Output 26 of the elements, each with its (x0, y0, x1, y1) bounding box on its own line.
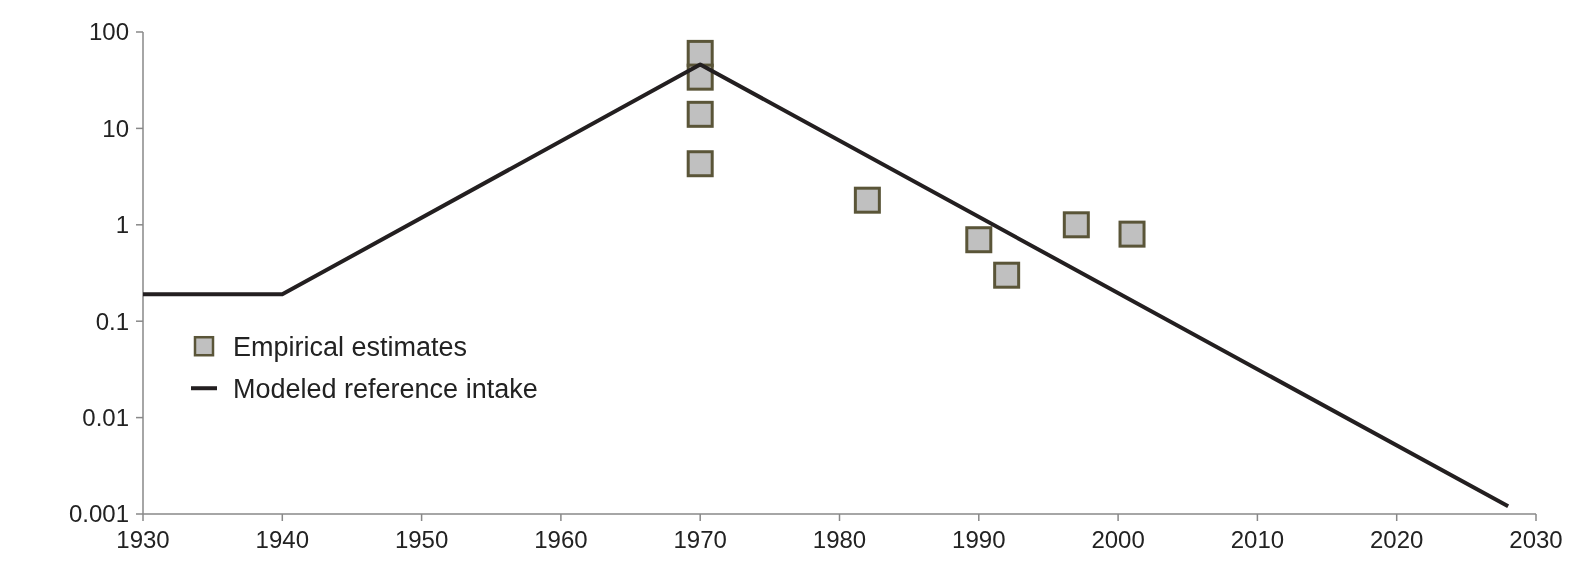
point (965, 226, 993, 254)
x-tick-label: 2010 (1230, 526, 1285, 553)
x-tick-label: 1950 (394, 526, 449, 553)
y-tick-label: 0.1 (95, 307, 129, 335)
point (993, 261, 1021, 289)
point (1062, 211, 1090, 239)
y-tick-label: 0.01 (82, 404, 129, 431)
x-tick-label: 2030 (1509, 526, 1563, 553)
y-tick-label: 0.001 (68, 500, 129, 528)
legend-label: Empirical estimates (233, 331, 468, 362)
x-tick-label: 2000 (1091, 526, 1145, 553)
x-tick-label: 1980 (812, 526, 867, 553)
y-tick-label: 10 (102, 114, 129, 142)
x-tick-label: 1940 (255, 526, 309, 553)
x-tick-label: 1960 (534, 526, 588, 553)
legend-label: Modeled reference intake (233, 373, 538, 404)
y-tick-label: 1 (115, 211, 129, 239)
point (853, 186, 881, 214)
point (1118, 220, 1146, 248)
point (686, 150, 714, 178)
x-tick-label: 1990 (952, 526, 1006, 553)
x-tick-label: 1970 (673, 526, 727, 553)
y-tick-label: 100 (88, 18, 129, 46)
x-tick-label: 1930 (116, 526, 170, 553)
point (686, 100, 714, 128)
x-tick-label: 2020 (1370, 526, 1424, 553)
